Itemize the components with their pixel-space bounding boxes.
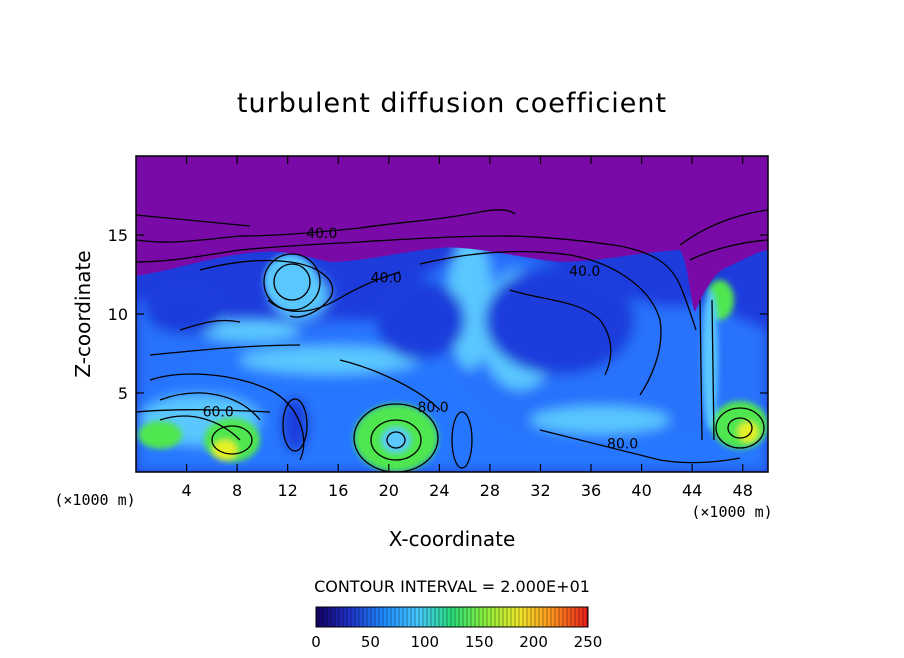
- x-unit-right: (×1000 m): [691, 503, 772, 521]
- field-high: [530, 406, 670, 434]
- contour-labels: 40.0 40.0 40.0 80.0 80.0 60.0: [203, 226, 639, 452]
- x-tick-label: 44: [682, 481, 702, 500]
- field-high: [240, 346, 420, 374]
- contour-line: [199, 259, 334, 318]
- x-tick-label: 32: [530, 481, 550, 500]
- contour-line: [267, 271, 401, 313]
- field-hot: [213, 440, 237, 460]
- field-high: [702, 290, 718, 430]
- contour-line: [386, 431, 406, 449]
- x-unit-left: (×1000 m): [54, 491, 135, 509]
- chart-title: turbulent diffusion coefficient: [237, 88, 667, 119]
- field-low: [485, 265, 635, 375]
- contour-label: 80.0: [417, 400, 448, 416]
- colorbar-swatch: [316, 607, 588, 627]
- contour-line: [273, 263, 311, 301]
- x-tick-label: 24: [429, 481, 449, 500]
- contour-line: [136, 235, 697, 331]
- contour-line: [149, 344, 301, 356]
- colorbar-tick-label: 50: [361, 633, 380, 651]
- mid-structures: [136, 230, 768, 472]
- contour-label: 40.0: [306, 226, 337, 242]
- contour-line: [689, 239, 768, 261]
- contour-line: [353, 403, 439, 472]
- x-axis-label: X-coordinate: [389, 527, 516, 551]
- contour-line: [263, 253, 321, 311]
- x-tick-label: 36: [581, 481, 601, 500]
- peak-structures: [138, 254, 768, 472]
- field-high: [382, 428, 410, 452]
- contour-line: [159, 415, 241, 441]
- field-peak: [138, 421, 182, 449]
- x-tick-label: 28: [480, 481, 500, 500]
- x-tick-label: 20: [379, 481, 399, 500]
- y-tick-label: 15: [108, 226, 128, 245]
- colorbar-tick-label: 250: [574, 633, 603, 651]
- contour-interval-label: CONTOUR INTERVAL = 2.000E+01: [314, 577, 590, 596]
- colorbar-tick-label: 150: [465, 633, 494, 651]
- colorbar-tick-label: 0: [311, 633, 321, 651]
- colorbar-tick-label: 200: [519, 633, 548, 651]
- contour-line: [451, 411, 473, 469]
- colorbar: 0 50 100 150 200 250: [311, 606, 602, 651]
- contour-line: [715, 407, 765, 449]
- x-tick-label: 4: [181, 481, 191, 500]
- x-axis-ticks: 4 8 12 16 20 24 28 32 36 40 44 48: [181, 156, 753, 500]
- contour-line: [136, 409, 271, 413]
- field-low: [145, 285, 225, 335]
- contour-label: 60.0: [203, 405, 234, 421]
- field-low: [375, 280, 465, 360]
- y-tick-label: 10: [108, 305, 128, 324]
- plot-area: 40.0 40.0 40.0 80.0 80.0 60.0: [136, 156, 768, 472]
- x-tick-label: 8: [232, 481, 242, 500]
- contour-line: [159, 392, 261, 421]
- x-tick-label: 40: [631, 481, 651, 500]
- contour-line: [699, 299, 715, 441]
- x-tick-label: 48: [733, 481, 753, 500]
- contour-line: [370, 419, 422, 461]
- colorbar-frame: [315, 606, 589, 628]
- contour-label: 40.0: [569, 264, 600, 280]
- contour-line: [339, 359, 441, 411]
- field-high: [200, 318, 300, 342]
- x-tick-label: 12: [278, 481, 298, 500]
- contour-line: [179, 319, 241, 331]
- contour-line: [282, 398, 308, 452]
- y-axis-ticks: 5 10 15: [108, 226, 768, 403]
- field-upper: [136, 156, 768, 312]
- colorbar-stripes: [318, 607, 588, 627]
- contour-line: [136, 209, 516, 243]
- colorbar-tick-label: 100: [410, 633, 439, 651]
- contour-line: [727, 417, 753, 439]
- contour-label: 40.0: [371, 270, 402, 286]
- contour-line: [149, 373, 305, 461]
- field-blobs: [136, 230, 768, 472]
- contour-line: [419, 250, 662, 396]
- contour-label: 80.0: [607, 436, 638, 452]
- contour-line: [679, 209, 768, 246]
- contour-line: [509, 289, 612, 376]
- x-tick-label: 16: [328, 481, 348, 500]
- contours: [136, 209, 768, 472]
- field-low: [281, 397, 309, 453]
- y-axis-label: Z-coordinate: [71, 250, 95, 377]
- field-hot: [738, 422, 758, 442]
- colorbar-ticks: 0 50 100 150 200 250: [311, 633, 602, 651]
- y-tick-label: 5: [118, 384, 128, 403]
- contour-line: [211, 425, 253, 455]
- contour-line: [539, 429, 741, 464]
- contour-line: [136, 214, 251, 227]
